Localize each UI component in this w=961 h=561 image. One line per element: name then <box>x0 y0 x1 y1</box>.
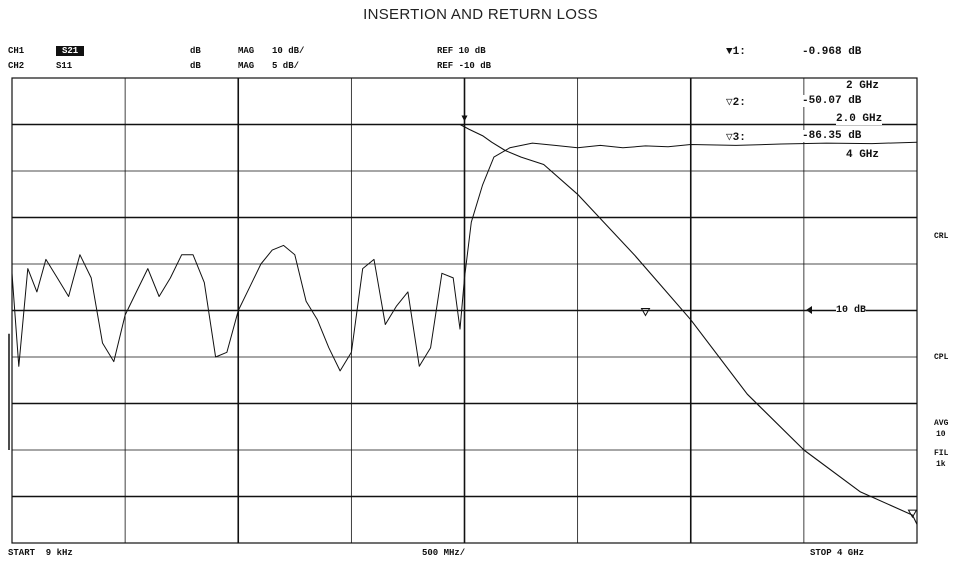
ch1-unit: dB <box>190 46 201 56</box>
ch1-label: CH1 <box>8 46 25 56</box>
side-label-avg: AVG <box>934 419 949 428</box>
ch1-format: MAG <box>238 46 255 56</box>
side-label-cpl: CPL <box>934 353 949 362</box>
stop-frequency: STOP 4 GHz <box>810 548 865 558</box>
frequency-span-per-division: 500 MHz/ <box>422 548 466 558</box>
ch2-label: CH2 <box>8 61 25 71</box>
marker-3-symbol-on-trace <box>907 509 918 519</box>
side-label-crl: CRL <box>934 232 949 241</box>
marker-3-value: -86.35 dB <box>802 130 862 142</box>
marker-1-symbol: ▼1: <box>726 46 746 58</box>
marker-2-freq: 2.0 GHz <box>836 113 883 125</box>
ch1-param-selected: S21 <box>56 46 85 56</box>
ch2-unit: dB <box>190 61 201 71</box>
reference-arrow <box>806 306 812 314</box>
marker-3-freq: 4 GHz <box>846 149 880 161</box>
reference-annotation: 10 dB <box>836 305 867 316</box>
marker-2-symbol: ▽2: <box>726 95 746 109</box>
marker-3-symbol: ▽3: <box>726 130 746 144</box>
side-label-avg-value: 10 <box>936 430 946 439</box>
marker-1-symbol-on-trace <box>461 115 468 122</box>
ch2-ref: REF -10 dB <box>437 61 492 71</box>
ch1-param: S21 <box>56 46 85 56</box>
ch2-format: MAG <box>238 61 255 71</box>
side-label-fil-value: 1k <box>936 460 946 469</box>
ch1-scale: 10 dB/ <box>272 46 305 56</box>
s21-trace <box>12 123 918 525</box>
ch2-param: S11 <box>56 61 73 71</box>
marker-2-symbol-on-trace <box>640 308 651 317</box>
marker-1-value: -0.968 dB <box>802 46 862 58</box>
marker-2-value: -50.07 dB <box>802 95 862 107</box>
chart-title: INSERTION AND RETURN LOSS <box>363 6 598 23</box>
marker-1-freq: 2 GHz <box>846 80 880 92</box>
s11-trace <box>11 141 918 372</box>
side-label-fil: FIL <box>934 449 949 458</box>
start-frequency: START 9 kHz <box>8 548 73 558</box>
ch1-ref: REF 10 dB <box>437 46 486 56</box>
ch2-scale: 5 dB/ <box>272 61 300 71</box>
